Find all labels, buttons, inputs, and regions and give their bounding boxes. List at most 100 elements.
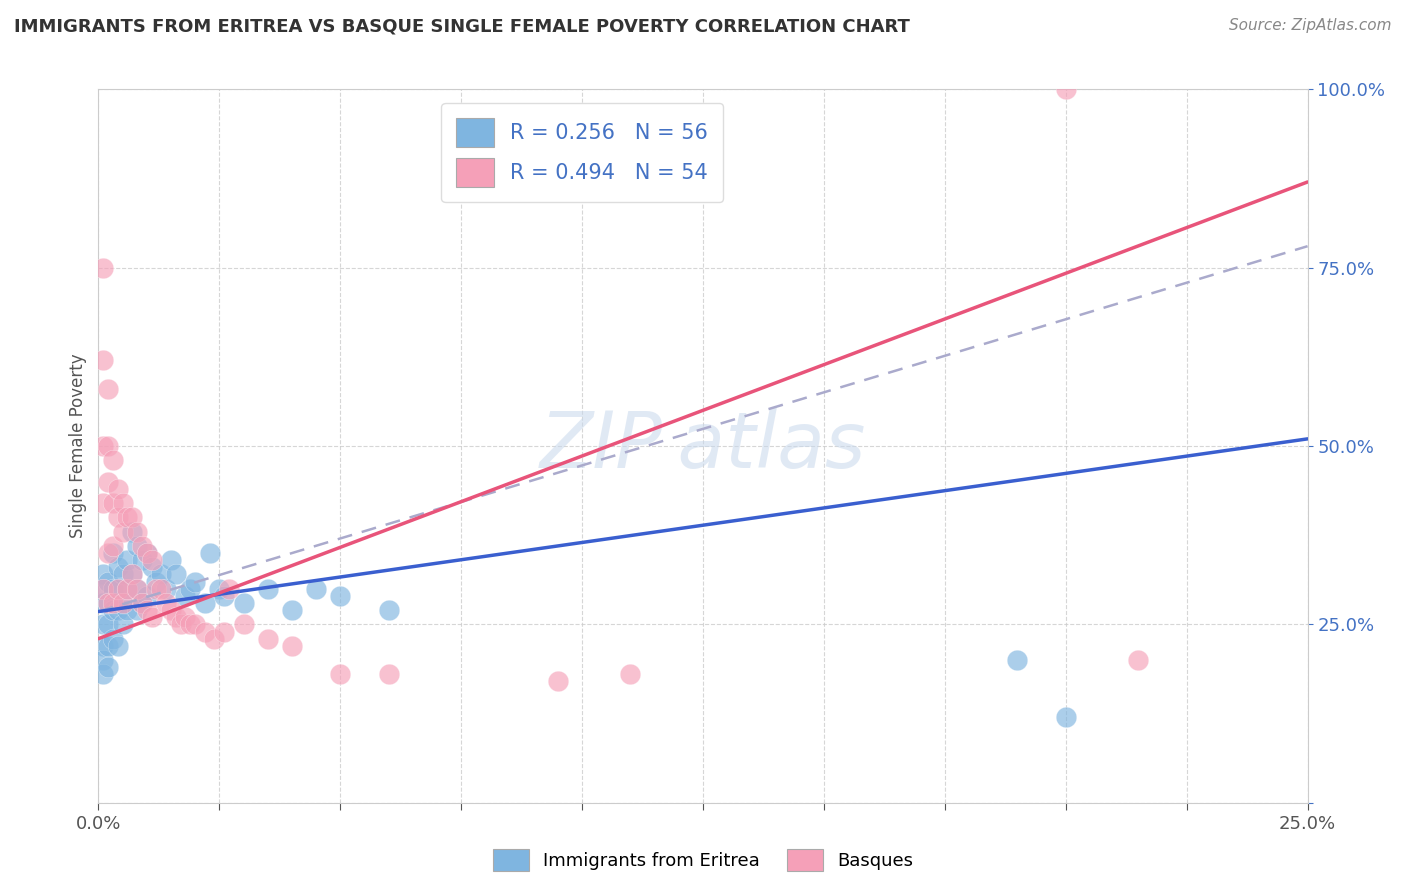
- Point: [194, 624, 217, 639]
- Point: [218, 582, 240, 596]
- Point: [127, 582, 149, 596]
- Point: [101, 453, 124, 467]
- Point: [281, 639, 304, 653]
- Point: [377, 667, 399, 681]
- Point: [141, 560, 163, 574]
- Point: [97, 596, 120, 610]
- Point: [121, 567, 143, 582]
- Point: [165, 567, 187, 582]
- Point: [101, 603, 124, 617]
- Point: [174, 589, 197, 603]
- Point: [97, 660, 120, 674]
- Point: [179, 617, 201, 632]
- Point: [97, 546, 120, 560]
- Point: [117, 603, 139, 617]
- Point: [127, 603, 149, 617]
- Point: [91, 582, 114, 596]
- Point: [117, 510, 139, 524]
- Point: [1128, 653, 1150, 667]
- Point: [97, 439, 120, 453]
- Point: [305, 582, 328, 596]
- Point: [91, 667, 114, 681]
- Point: [127, 539, 149, 553]
- Point: [256, 632, 278, 646]
- Point: [150, 567, 173, 582]
- Point: [194, 596, 217, 610]
- Point: [101, 596, 124, 610]
- Text: ZIP atlas: ZIP atlas: [540, 408, 866, 484]
- Point: [145, 582, 167, 596]
- Point: [198, 546, 221, 560]
- Point: [97, 475, 120, 489]
- Point: [107, 582, 129, 596]
- Point: [121, 524, 143, 539]
- Point: [111, 596, 134, 610]
- Point: [117, 553, 139, 567]
- Point: [179, 582, 201, 596]
- Point: [174, 610, 197, 624]
- Point: [117, 582, 139, 596]
- Point: [97, 639, 120, 653]
- Point: [131, 553, 153, 567]
- Point: [111, 496, 134, 510]
- Point: [107, 560, 129, 574]
- Point: [141, 553, 163, 567]
- Point: [91, 596, 114, 610]
- Point: [91, 567, 114, 582]
- Point: [256, 582, 278, 596]
- Point: [127, 524, 149, 539]
- Point: [619, 667, 641, 681]
- Point: [135, 589, 157, 603]
- Point: [101, 546, 124, 560]
- Point: [91, 260, 114, 275]
- Point: [155, 582, 177, 596]
- Point: [127, 582, 149, 596]
- Point: [91, 617, 114, 632]
- Point: [150, 582, 173, 596]
- Point: [377, 603, 399, 617]
- Point: [1054, 82, 1077, 96]
- Point: [101, 582, 124, 596]
- Point: [281, 603, 304, 617]
- Point: [97, 596, 120, 610]
- Point: [107, 510, 129, 524]
- Point: [97, 574, 120, 589]
- Point: [329, 589, 352, 603]
- Point: [97, 617, 120, 632]
- Y-axis label: Single Female Poverty: Single Female Poverty: [69, 354, 87, 538]
- Point: [1007, 653, 1029, 667]
- Point: [135, 546, 157, 560]
- Point: [160, 553, 183, 567]
- Text: Source: ZipAtlas.com: Source: ZipAtlas.com: [1229, 18, 1392, 33]
- Point: [101, 632, 124, 646]
- Point: [91, 353, 114, 368]
- Point: [131, 596, 153, 610]
- Point: [101, 539, 124, 553]
- Point: [141, 610, 163, 624]
- Point: [117, 582, 139, 596]
- Point: [111, 524, 134, 539]
- Point: [160, 603, 183, 617]
- Point: [97, 382, 120, 396]
- Point: [208, 582, 231, 596]
- Point: [107, 582, 129, 596]
- Point: [232, 617, 254, 632]
- Point: [184, 574, 207, 589]
- Point: [91, 653, 114, 667]
- Point: [107, 482, 129, 496]
- Point: [184, 617, 207, 632]
- Point: [91, 582, 114, 596]
- Point: [121, 567, 143, 582]
- Legend: R = 0.256   N = 56, R = 0.494   N = 54: R = 0.256 N = 56, R = 0.494 N = 54: [441, 103, 723, 202]
- Point: [329, 667, 352, 681]
- Point: [155, 596, 177, 610]
- Point: [135, 603, 157, 617]
- Point: [165, 610, 187, 624]
- Point: [111, 617, 134, 632]
- Point: [111, 567, 134, 582]
- Point: [91, 439, 114, 453]
- Point: [91, 639, 114, 653]
- Point: [204, 632, 226, 646]
- Point: [111, 596, 134, 610]
- Point: [135, 546, 157, 560]
